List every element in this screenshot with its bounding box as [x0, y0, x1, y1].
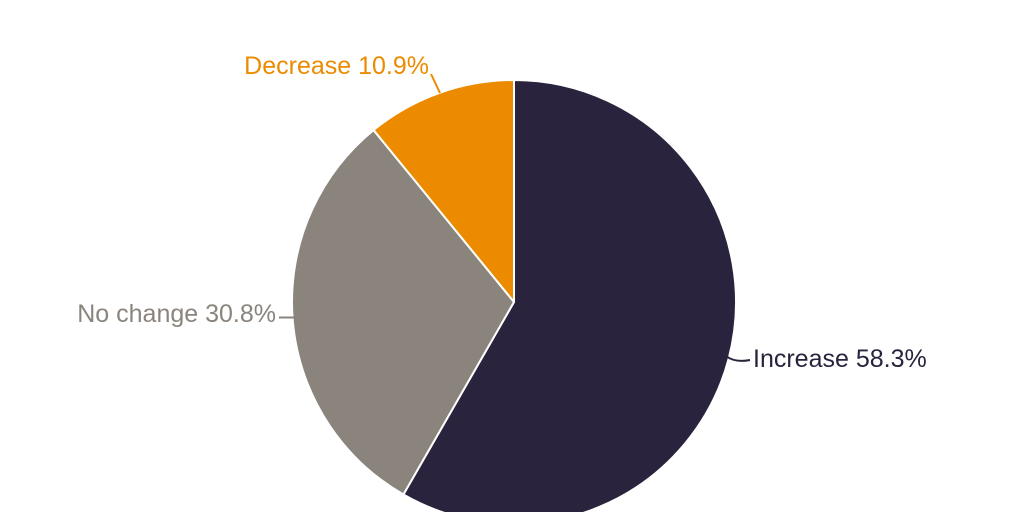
- pie-slice-no-change: [290, 129, 515, 496]
- leader-line-increase: [725, 355, 751, 362]
- leader-line-decrease: [430, 73, 441, 94]
- slice-label-no-change: No change 30.8%: [77, 300, 276, 328]
- slice-label-decrease: Decrease 10.9%: [244, 52, 429, 80]
- slice-label-increase: Increase 58.3%: [753, 345, 927, 373]
- pie-slice-increase: [402, 79, 737, 512]
